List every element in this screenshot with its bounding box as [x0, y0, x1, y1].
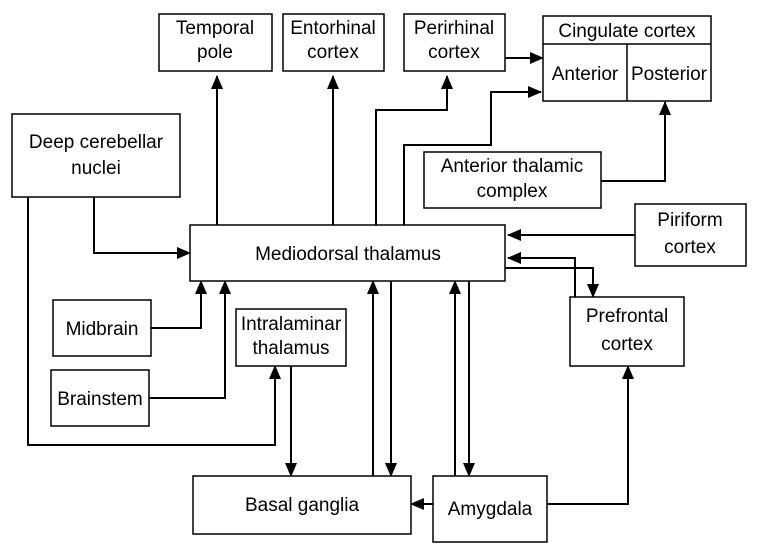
edge-midbrain-to-mediodorsal: [151, 280, 207, 329]
edge-mediodorsal-to-prefrontal: [505, 267, 599, 298]
node-label: Anterior thalamic: [441, 156, 584, 177]
node-label: Prefrontal: [586, 306, 668, 327]
node-label: cortex: [601, 334, 653, 355]
edge-mediodorsal-to-perirhinal: [375, 75, 453, 225]
node-temporal-pole: Temporal pole: [158, 13, 273, 72]
node-mediodorsal-thalamus: Mediodorsal thalamus: [189, 224, 506, 282]
node-deep-cerebellar-nuclei: Deep cerebellar nuclei: [11, 113, 181, 198]
node-label: Temporal: [176, 18, 254, 39]
edge-amygdala-to-prefrontal: [547, 365, 634, 505]
cingulate-cortex-label: Cingulate cortex: [558, 21, 696, 42]
node-label: pole: [197, 42, 233, 63]
node-label: Piriform: [657, 210, 722, 231]
node-brainstem: Brainstem: [50, 369, 150, 427]
node-perirhinal-cortex: Perirhinal cortex: [403, 13, 506, 72]
node-anterior-thalamic-complex: Anterior thalamic complex: [423, 151, 602, 209]
edge-deep-cerebellar-to-mediodorsal: [93, 197, 191, 259]
node-label: Midbrain: [66, 319, 139, 340]
node-label: Deep cerebellar: [29, 132, 164, 153]
node-label: Entorhinal: [290, 18, 376, 39]
node-prefrontal-cortex: Prefrontal cortex: [569, 296, 685, 367]
node-cingulate-cortex: Cingulate cortex Anterior Posterior: [542, 15, 712, 102]
edge-deep-cerebellar-to-intralaminar: [27, 197, 281, 446]
cingulate-anterior-label: Anterior: [552, 64, 619, 85]
edge-anterior-thalamic-to-posterior-cingulate: [601, 101, 671, 182]
edge-brainstem-to-mediodorsal: [149, 280, 231, 399]
cingulate-posterior-label: Posterior: [631, 64, 708, 85]
node-label: Amygdala: [448, 499, 533, 520]
node-piriform-cortex: Piriform cortex: [634, 203, 747, 267]
node-label: cortex: [428, 42, 480, 63]
node-label: cortex: [307, 42, 359, 63]
edge-mediodorsal-to-anterior-cingulate: [403, 86, 542, 225]
node-entorhinal-cortex: Entorhinal cortex: [282, 13, 385, 72]
node-basal-ganglia: Basal ganglia: [192, 475, 412, 535]
node-label: Brainstem: [57, 389, 143, 410]
edge-prefrontal-to-mediodorsal: [507, 252, 576, 300]
node-label: complex: [477, 181, 548, 202]
node-midbrain: Midbrain: [52, 299, 152, 357]
node-amygdala: Amygdala: [432, 475, 548, 543]
node-label: Basal ganglia: [245, 495, 360, 516]
node-label: Mediodorsal thalamus: [255, 244, 441, 265]
node-label: Intralaminar: [241, 314, 342, 335]
node-intralaminar-thalamus: Intralaminar thalamus: [235, 308, 347, 367]
node-label: thalamus: [252, 338, 329, 359]
node-label: nuclei: [71, 158, 121, 179]
connections: [27, 52, 671, 510]
node-label: Perirhinal: [414, 18, 494, 39]
node-label: cortex: [664, 237, 716, 258]
